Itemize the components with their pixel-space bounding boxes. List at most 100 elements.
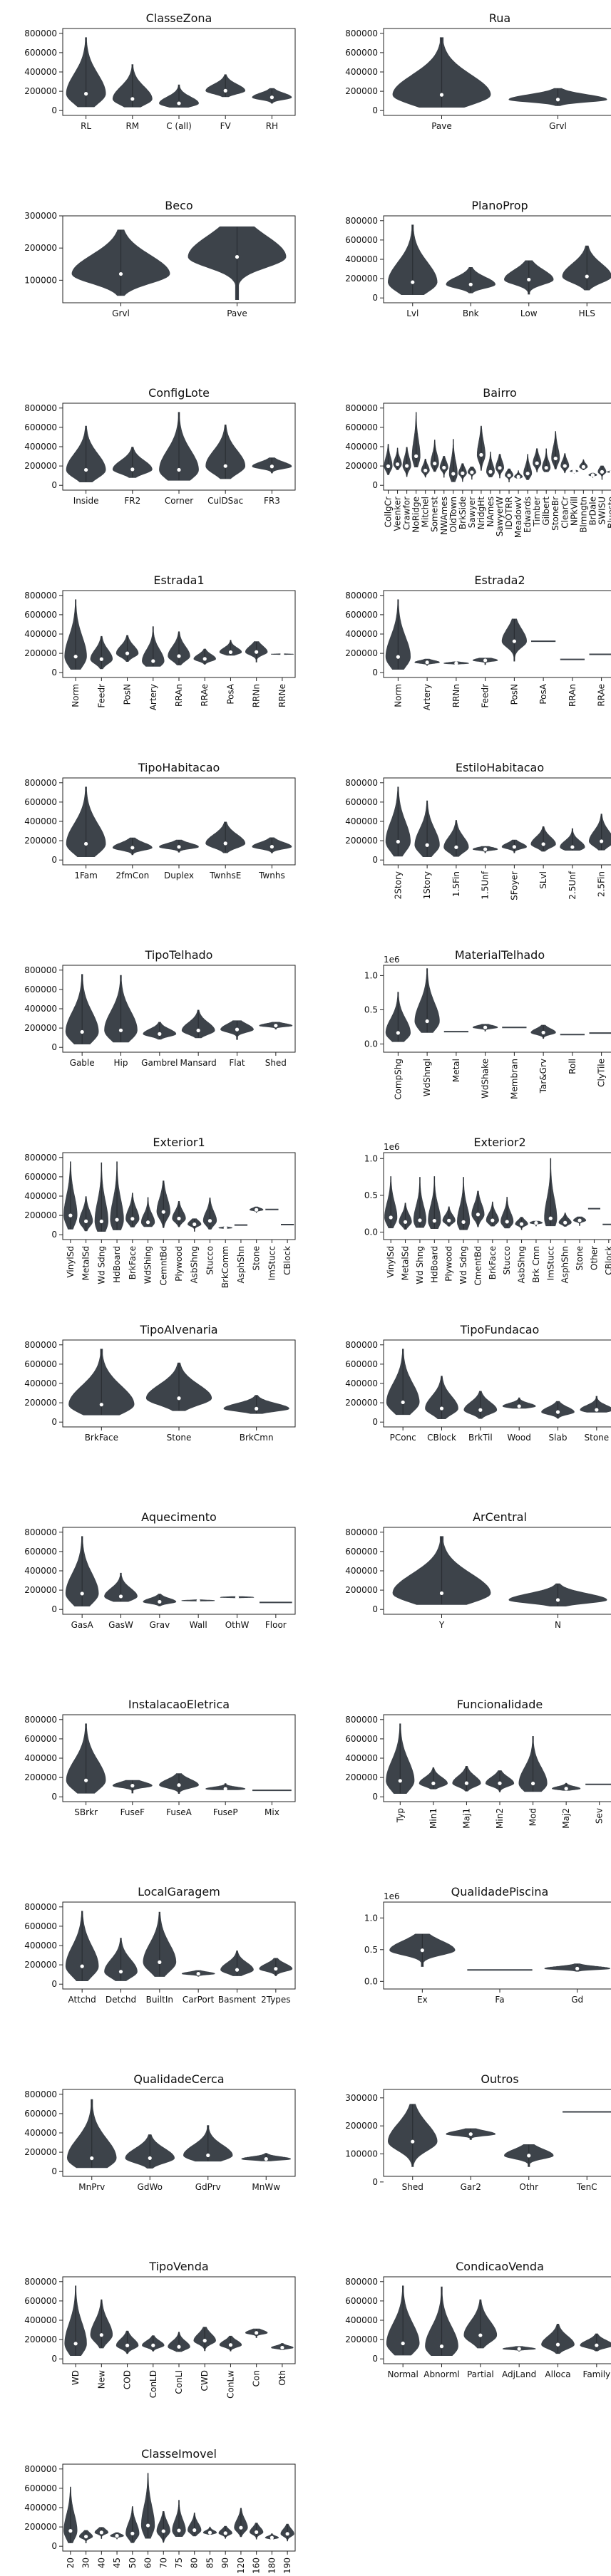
x-tick-label: Maj2 [561,1808,571,1829]
y-tick-label: 200000 [24,1398,57,1408]
x-tick-label: FuseA [166,1807,192,1817]
y-tick-label: 800000 [24,965,57,975]
x-tick-label: Gd [571,1995,583,2005]
x-tick-label: NridgHt [476,497,486,530]
y-tick-label: 400000 [24,1753,57,1763]
median-point [148,2156,152,2161]
x-tick-label: Feedr [96,684,106,708]
median-point [478,2333,483,2337]
x-tick-label: RRAn [568,684,577,707]
x-tick-label: RRAn [174,684,184,707]
median-point [451,472,456,476]
y-tick-label: 0 [51,1979,57,1989]
x-tick-label: BrkTil [468,1433,493,1443]
median-point [396,1031,400,1035]
x-tick-label: Stucco [205,1246,215,1274]
y-tick-label: 600000 [24,2109,57,2119]
median-point [255,1406,259,1411]
median-point [158,1032,162,1036]
median-point [130,97,135,101]
median-point [99,2333,103,2337]
x-tick-label: ImStucc [545,1246,555,1280]
y-tick-label: 0 [372,2354,378,2364]
y-tick-label: 0 [372,1417,378,1427]
x-tick-label: 1Story [422,871,432,899]
y-tick-label: 0 [372,855,378,865]
median-point [517,2347,521,2351]
x-tick-label: AsbShng [190,1246,200,1284]
y-tick-label: 600000 [345,1547,378,1557]
x-tick-label: CWD [200,2370,210,2391]
y-tick-label: 200000 [345,2121,378,2131]
y-tick-label: 400000 [345,1378,378,1388]
median-point [151,659,155,663]
x-tick-label: Basment [218,1995,257,2005]
x-tick-label: Gar2 [461,2182,481,2192]
x-tick-label: 80 [190,2557,200,2568]
median-point [99,1219,103,1224]
median-point [468,282,473,286]
median-point [68,2529,73,2533]
x-tick-label: MeadowV [513,496,523,538]
x-tick-label: Timber [532,497,542,527]
y-tick-label: 800000 [24,1340,57,1350]
subplot-estrada2: Estrada2 0 200000 400000 600000 800000 Norm Art… [345,573,611,710]
x-tick-label: RL [81,121,91,131]
median-point [411,2139,415,2144]
x-tick-label: WdShing [143,1246,153,1284]
subplot-title: ArCentral [473,1510,527,1524]
y-tick-label: 400000 [345,1566,378,1576]
x-tick-label: 1.5Fin [451,871,461,897]
median-point [274,1024,278,1028]
subplot-tipohabitacao: TipoHabitacao 0 200000 400000 600000 800000 1F… [24,761,296,881]
median-point [491,1218,495,1222]
y-tick-label: 0 [51,2541,57,2551]
x-tick-label: Crawfor [402,497,412,530]
y-tick-label: 400000 [24,1004,57,1014]
x-tick-label: Family [583,2369,611,2379]
median-point [454,661,458,665]
x-tick-label: FuseP [213,1807,238,1817]
x-tick-label: Brk Cmn [531,1246,541,1283]
subplot-instalacaoeletrica: InstalacaoEletrica 0 200000 400000 600000 800… [24,1698,296,1817]
subplot-condicaovenda: CondicaoVenda 0 200000 400000 600000 800000 No… [345,2260,611,2379]
x-tick-label: Wd Sdng [458,1246,468,1284]
median-point [575,1966,580,1970]
subplot-planoprop: PlanoProp 0 200000 400000 600000 800000 Lvl Bnk… [345,199,611,318]
x-tick-label: SLvl [538,871,548,889]
median-point [516,474,520,479]
x-tick-label: 45 [112,2557,122,2568]
x-tick-label: GdPrv [195,2182,221,2192]
x-tick-label: 120 [236,2557,246,2574]
x-tick-label: SBrkr [74,1807,98,1817]
x-tick-label: BrkFace [128,1246,138,1279]
x-tick-label: BuiltIn [146,1995,173,2005]
x-tick-label: Plywood [444,1246,454,1282]
y-tick-label: 200000 [24,2522,57,2532]
median-point [564,1787,568,1791]
x-tick-label: Fa [495,1995,504,2005]
x-tick-label: NAmes [486,497,496,527]
subplot-title: Funcionalidade [457,1698,543,1711]
median-point [483,1025,488,1029]
subplot-title: Outros [481,2072,518,2086]
subplot-title: ClasseZona [146,11,212,25]
x-tick-label: Con [252,2370,262,2387]
y-tick-label: 1.0 [364,1153,378,1163]
x-tick-label: Shed [402,2182,423,2192]
median-point [264,2157,268,2161]
median-point [517,1404,521,1408]
y-tick-label: 0 [372,1792,378,1802]
subplot-title: EstiloHabitacao [456,761,544,774]
median-point [84,2535,88,2539]
x-tick-label: GdWo [138,2182,163,2192]
median-point [223,1225,227,1230]
subplot-arcentral: ArCentral 0 200000 400000 600000 800000 Y N [345,1510,611,1630]
median-point [609,470,611,474]
x-tick-label: BrkComm [220,1246,230,1288]
y-tick-label: 0 [51,105,57,115]
median-point [505,1220,509,1224]
median-point [439,93,444,97]
median-point [420,1948,424,1953]
y-tick-label: 600000 [24,1172,57,1182]
